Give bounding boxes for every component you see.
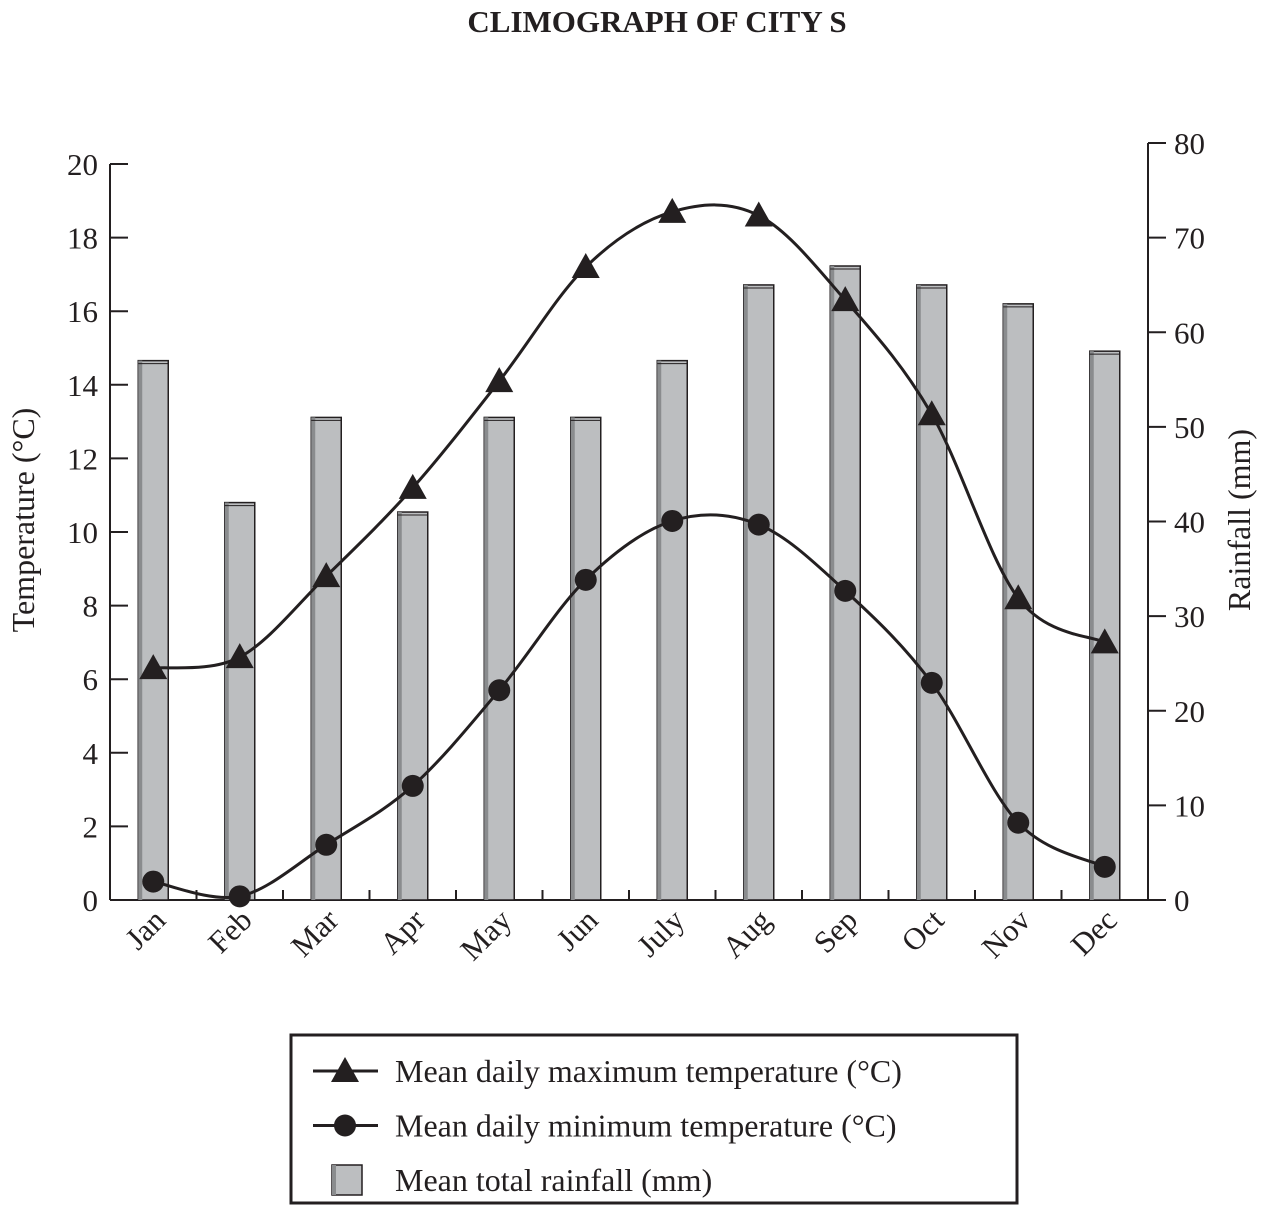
marker [747,513,770,536]
y2-tick-label: 0 [1174,883,1190,918]
marker [488,679,511,702]
x-tick-label: July [630,902,692,964]
bar [137,359,169,901]
x-tick-label: Oct [894,902,951,959]
y2-tick-label: 20 [1174,694,1205,729]
marker [574,568,597,591]
y2-tick-label: 10 [1174,788,1205,823]
bar-side [657,360,662,900]
marker [398,473,427,499]
legend-swatch-side [332,1165,336,1195]
bar-side [1003,303,1008,900]
x-tick-label: Jun [549,902,605,958]
chart-title: CLIMOGRAPH OF CITY S [467,4,846,39]
bar-side [743,284,748,900]
line [153,203,1106,670]
x-tick-label: Dec [1064,902,1124,962]
bar [743,284,775,901]
y-tick-label: 6 [83,662,99,697]
y-tick-label: 14 [67,368,99,403]
bar-side [1089,351,1094,900]
marker [1090,628,1119,654]
x-tick-label: Apr [373,902,432,961]
x-tick-label: Mar [284,902,346,964]
line [152,513,1106,899]
bar [570,416,602,901]
legend-label: Mean daily maximum temperature (°C) [395,1053,902,1089]
x-tick-label: Feb [201,902,259,960]
marker [228,885,251,908]
y-tick-label: 20 [67,147,98,182]
bar-side [311,417,316,900]
y-tick-label: 0 [83,883,99,918]
marker [831,286,860,312]
y-tick-label: 12 [67,441,98,476]
y-tick-label: 4 [83,736,99,771]
bar-side [224,502,229,900]
bar-side [830,266,835,900]
y2-tick-label: 30 [1174,599,1205,634]
y-axis-label: Temperature (°C) [5,408,41,633]
marker [142,870,165,893]
bar [1089,350,1121,901]
marker [485,367,514,393]
marker [834,579,857,602]
y-tick-label: 18 [67,221,98,256]
bar [224,501,256,901]
legend-label: Mean daily minimum temperature (°C) [395,1108,897,1144]
marker [658,197,687,223]
legend-box [289,1033,1019,1205]
bar [656,359,688,901]
x-tick-label: Aug [715,902,778,965]
bar [310,416,342,901]
bar-side [397,512,402,900]
bar [397,511,429,901]
marker [401,774,424,797]
y2-axis-label: Rainfall (mm) [1221,429,1257,611]
marker [1004,584,1033,610]
y-tick-label: 10 [67,515,98,550]
legend-label: Mean total rainfall (mm) [395,1162,712,1198]
marker [312,562,341,588]
marker [744,201,773,227]
y2-tick-label: 40 [1174,505,1205,540]
y-tick-label: 8 [83,589,99,624]
marker [1093,855,1116,878]
marker [1007,811,1030,834]
y2-tick-label: 50 [1174,410,1205,445]
legend-marker [334,1114,356,1137]
marker [661,509,684,532]
y2-tick-label: 70 [1174,221,1205,256]
y2-tick-label: 80 [1174,126,1205,161]
bar-side [570,417,575,900]
x-tick-label: May [453,902,518,967]
y2-tick-label: 60 [1174,315,1205,350]
marker [917,400,946,426]
bar [483,416,515,901]
x-tick-label: Sep [807,902,865,960]
marker [315,833,338,856]
legend-swatch [331,1164,363,1196]
bar-side [484,417,489,900]
marker [920,671,943,694]
x-tick-label: Nov [975,902,1038,965]
bar [916,284,948,901]
marker [225,643,254,669]
x-tick-label: Jan [118,902,172,956]
legend-marker [331,1057,359,1082]
bar-side [138,360,143,900]
bar-side [916,284,921,900]
y-tick-label: 2 [83,809,99,844]
y-tick-label: 16 [67,294,98,329]
marker [139,654,168,680]
marker [571,253,600,279]
